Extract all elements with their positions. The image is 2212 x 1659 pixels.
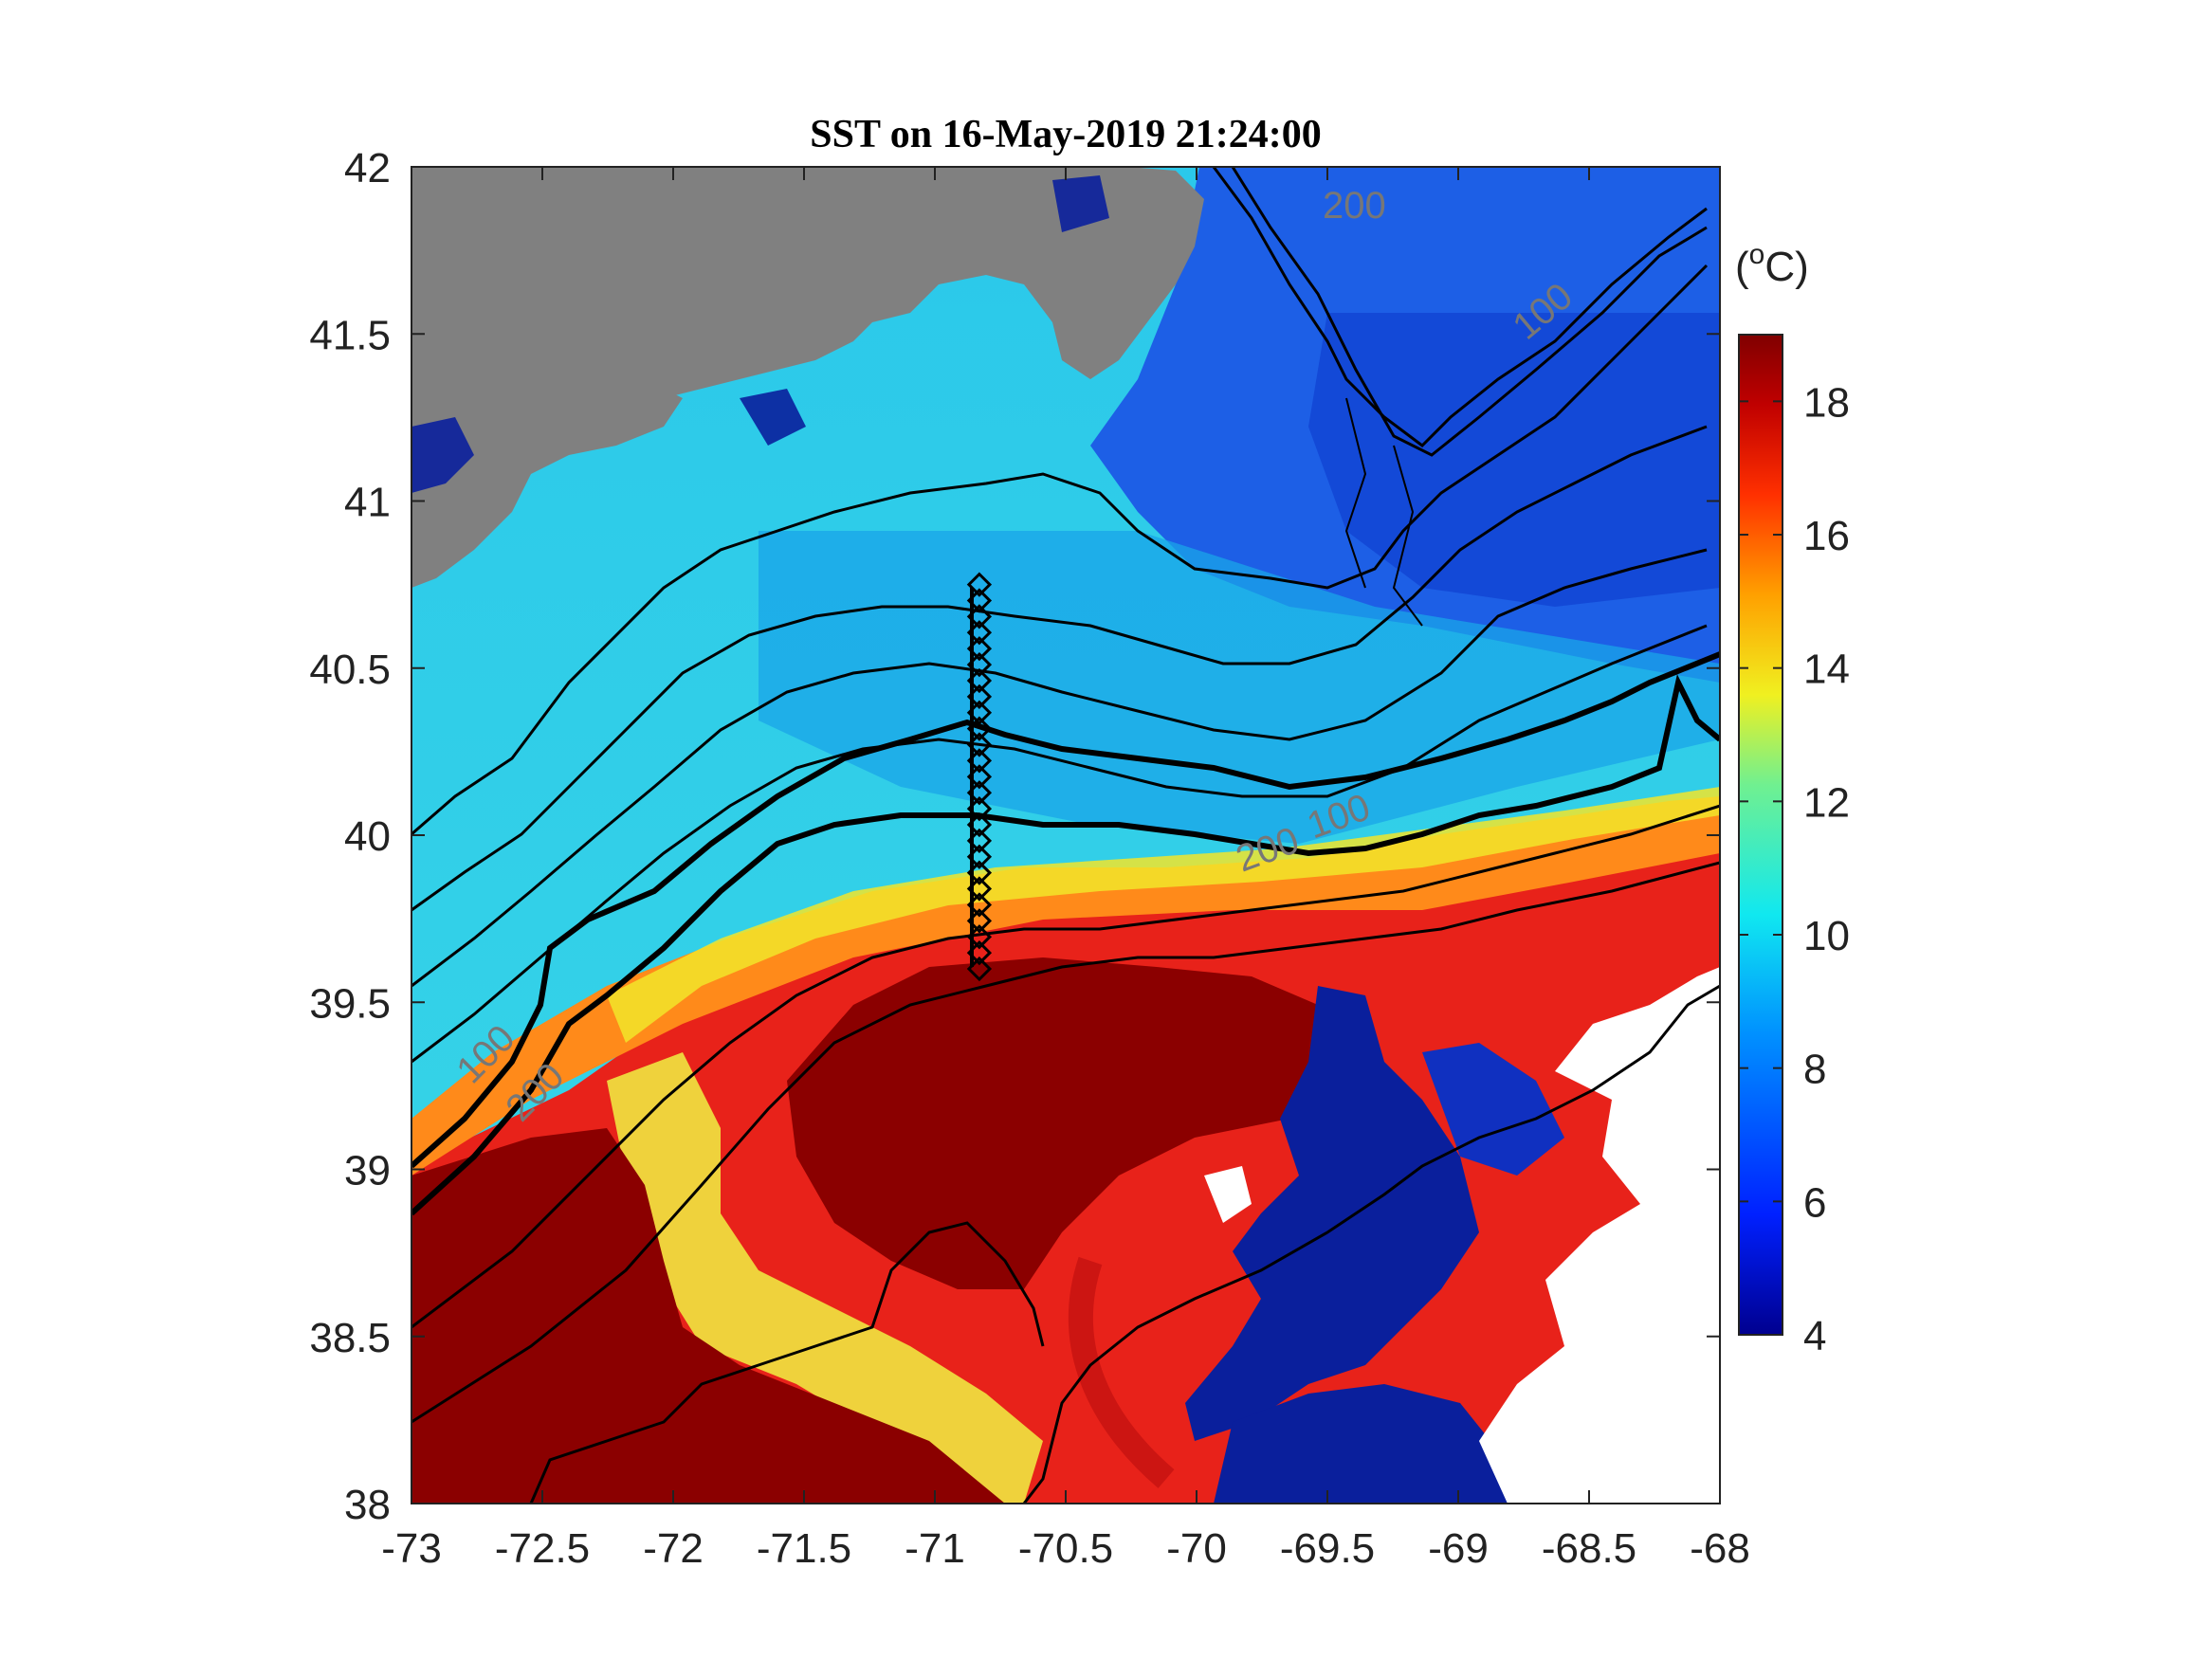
x-tick-label: -68 <box>1690 1525 1750 1572</box>
land-mass <box>411 167 1204 588</box>
no-data-region <box>1479 967 1720 1504</box>
y-tick-label: 39.5 <box>309 980 391 1027</box>
cold-patch-far-south <box>1214 1384 1517 1504</box>
contour-line <box>411 624 1708 1064</box>
station-marker <box>966 828 993 853</box>
station-marker <box>966 716 993 741</box>
hot-core-eddy <box>787 957 1346 1289</box>
cool-mid-region <box>759 531 1720 844</box>
station-marker <box>966 667 993 694</box>
colorbar-tick-label: 14 <box>1803 647 1850 693</box>
cold-patch-southeast <box>1185 986 1479 1441</box>
contour-line <box>1212 167 1708 447</box>
colorbar-tick-label: 12 <box>1803 779 1850 826</box>
x-tick-label: -71 <box>905 1525 965 1572</box>
contour-line <box>1231 167 1708 457</box>
y-tick-label: 41 <box>344 480 391 526</box>
y-axis: 42 41.5 41 40.5 40 39.5 39 38.5 38 <box>309 145 1720 1528</box>
cold-patch-east <box>1422 1043 1564 1176</box>
sst-map <box>411 167 1720 1504</box>
y-tick-label: 42 <box>344 145 391 191</box>
station-marker <box>966 956 993 982</box>
x-tick-label: -73 <box>381 1525 442 1572</box>
contour-line <box>411 264 1709 836</box>
colorbar-tick-label: 10 <box>1803 913 1850 959</box>
contour-line <box>411 548 1708 988</box>
station-marker <box>966 860 993 885</box>
contour-100m <box>411 651 1720 1169</box>
y-tick-label: 40 <box>344 813 391 860</box>
colorbar-gradient <box>1738 334 1783 1336</box>
transect-stations <box>966 572 993 982</box>
station-marker <box>966 572 993 597</box>
station-marker <box>966 876 993 902</box>
colorbar-tick-label: 8 <box>1803 1047 1826 1093</box>
station-marker <box>966 844 993 869</box>
colorbar-tick-label: 18 <box>1803 379 1850 426</box>
station-marker <box>966 748 993 774</box>
colorbar-unit: (oC) <box>1735 239 1809 290</box>
x-axis: -73 -72.5 -72 -71.5 -71 -70.5 -70 -69.5 -69 -68.5… <box>381 167 1750 1572</box>
colorbar-tick-label: 16 <box>1803 513 1850 559</box>
yellow-front <box>607 787 1720 1043</box>
station-marker <box>966 651 993 678</box>
station-marker <box>966 892 993 918</box>
contour-line <box>411 804 1720 1329</box>
x-tick-label: -68.5 <box>1542 1525 1636 1572</box>
station-marker <box>966 700 993 725</box>
coastal-cold-water <box>411 175 1109 493</box>
hot-core-west <box>411 1128 1005 1504</box>
x-tick-label: -72 <box>643 1525 704 1572</box>
station-marker <box>966 908 993 934</box>
station-marker <box>966 780 993 806</box>
station-marker <box>966 604 993 629</box>
no-data-patch <box>1204 1166 1252 1223</box>
station-marker <box>966 620 993 646</box>
plot-title: SST on 16-May-2019 21:24:00 <box>810 113 1321 156</box>
contour-line <box>1022 984 1720 1504</box>
contour-line <box>529 1221 1045 1504</box>
contour-line <box>1344 397 1423 627</box>
station-marker <box>966 811 993 838</box>
station-marker <box>966 764 993 790</box>
x-tick-label: -72.5 <box>495 1525 590 1572</box>
station-marker <box>966 939 993 966</box>
station-marker <box>966 924 993 950</box>
eddy-ring <box>1068 1256 1175 1488</box>
island-long <box>411 379 683 550</box>
station-marker <box>966 636 993 662</box>
colorbar-tick-label: 6 <box>1803 1179 1826 1226</box>
contour-label: 200 <box>1323 185 1386 227</box>
contour-line <box>411 425 1708 912</box>
station-marker <box>966 795 993 822</box>
x-tick-label: -70.5 <box>1018 1525 1113 1572</box>
x-tick-label: -71.5 <box>757 1525 851 1572</box>
colorbar-tick-label: 4 <box>1803 1313 1826 1359</box>
y-tick-label: 39 <box>344 1148 391 1194</box>
x-tick-label: -69 <box>1428 1525 1489 1572</box>
y-tick-label: 40.5 <box>309 647 391 693</box>
y-tick-label: 38.5 <box>309 1315 391 1361</box>
station-marker <box>966 732 993 757</box>
contour-200m <box>411 674 1720 1216</box>
x-tick-label: -70 <box>1166 1525 1227 1572</box>
y-tick-label: 41.5 <box>309 312 391 358</box>
station-marker <box>966 588 993 613</box>
contour-line <box>411 861 1720 1424</box>
bathymetry-contours <box>411 167 1720 1504</box>
y-tick-label: 38 <box>344 1482 391 1528</box>
yellow-streamer <box>607 1052 1043 1504</box>
station-marker <box>966 684 993 709</box>
colorbar: 18 16 14 12 10 8 6 4 (oC) <box>1735 239 1850 1359</box>
x-tick-label: -69.5 <box>1280 1525 1375 1572</box>
deep-cold-region <box>1308 313 1720 607</box>
